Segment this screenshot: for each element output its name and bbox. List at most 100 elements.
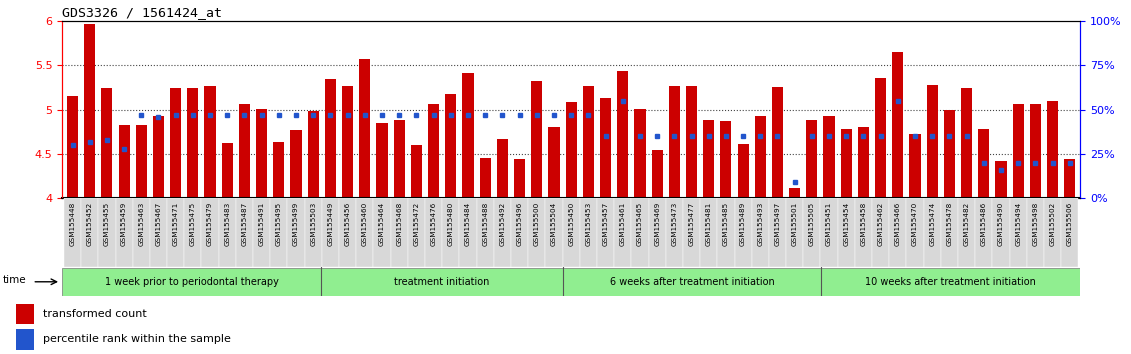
Bar (119, 125, 130, 198)
Text: GSM155455: GSM155455 (104, 202, 110, 246)
Text: GSM155482: GSM155482 (964, 202, 969, 246)
Bar (270, 198, 287, 267)
Text: GSM155450: GSM155450 (568, 202, 575, 246)
Bar (858, 127, 869, 198)
Bar (153, 116, 164, 198)
Bar (1044, 198, 1061, 267)
Bar (651, 150, 663, 198)
Bar (752, 198, 769, 267)
Bar (394, 120, 405, 198)
Text: GSM155504: GSM155504 (551, 202, 556, 246)
Bar (685, 86, 697, 198)
Bar (1047, 101, 1059, 198)
Bar (390, 198, 408, 267)
Bar (1010, 198, 1027, 267)
Bar (1012, 103, 1024, 198)
Bar (132, 198, 150, 267)
Bar (562, 268, 821, 296)
Text: GSM155502: GSM155502 (1050, 202, 1055, 246)
Text: GSM155500: GSM155500 (534, 202, 539, 246)
Text: GSM155458: GSM155458 (861, 202, 866, 246)
Bar (855, 198, 872, 267)
Text: GSM155478: GSM155478 (947, 202, 952, 246)
Text: GSM155496: GSM155496 (517, 202, 523, 246)
Text: time: time (3, 275, 27, 285)
Bar (167, 198, 184, 267)
Text: GSM155464: GSM155464 (379, 202, 385, 246)
Bar (325, 79, 336, 198)
Bar (236, 198, 253, 267)
Bar (170, 88, 181, 198)
Text: GSM155461: GSM155461 (620, 202, 625, 246)
Bar (806, 120, 818, 198)
Bar (115, 198, 132, 267)
Bar (668, 86, 680, 198)
Text: GSM155451: GSM155451 (826, 202, 832, 246)
Bar (84, 24, 95, 198)
Bar (64, 198, 81, 267)
Text: GSM155472: GSM155472 (414, 202, 420, 246)
Bar (136, 125, 147, 198)
Bar (513, 159, 525, 198)
Bar (599, 98, 611, 198)
Bar (218, 198, 236, 267)
Text: GSM155456: GSM155456 (345, 202, 351, 246)
Bar (342, 86, 353, 198)
Bar (700, 198, 717, 267)
Text: 1 week prior to periodontal therapy: 1 week prior to periodontal therapy (105, 277, 278, 287)
Bar (528, 198, 545, 267)
Bar (821, 268, 1080, 296)
Bar (892, 52, 904, 198)
Bar (356, 198, 373, 267)
Bar (222, 143, 233, 198)
Bar (889, 198, 906, 267)
Bar (717, 198, 734, 267)
Text: GSM155479: GSM155479 (207, 202, 213, 246)
Bar (62, 268, 321, 296)
Text: treatment initiation: treatment initiation (394, 277, 490, 287)
Bar (838, 198, 855, 267)
Text: GSM155470: GSM155470 (912, 202, 918, 246)
Text: GSM155448: GSM155448 (69, 202, 76, 246)
Bar (803, 198, 820, 267)
Bar (188, 88, 198, 198)
Bar (253, 198, 270, 267)
Bar (769, 198, 786, 267)
Bar (377, 123, 388, 198)
Bar (480, 159, 491, 198)
Bar (339, 198, 356, 267)
Bar (1061, 198, 1078, 267)
Text: GSM155488: GSM155488 (482, 202, 489, 246)
Text: GSM155468: GSM155468 (396, 202, 403, 246)
Bar (16, 329, 34, 350)
Text: GSM155457: GSM155457 (603, 202, 608, 246)
Bar (81, 198, 98, 267)
Bar (754, 116, 766, 198)
Bar (958, 198, 975, 267)
Bar (906, 198, 924, 267)
Bar (944, 110, 955, 198)
Text: GSM155489: GSM155489 (740, 202, 746, 246)
Bar (16, 304, 34, 324)
Bar (683, 198, 700, 267)
Bar (442, 198, 459, 267)
Bar (580, 198, 597, 267)
Text: GSM155459: GSM155459 (121, 202, 127, 246)
Bar (618, 71, 629, 198)
Bar (291, 130, 302, 198)
Text: GSM155476: GSM155476 (431, 202, 437, 246)
Bar (941, 198, 958, 267)
Text: GSM155480: GSM155480 (448, 202, 454, 246)
Text: GSM155498: GSM155498 (1033, 202, 1038, 246)
Bar (631, 198, 648, 267)
Text: GSM155501: GSM155501 (792, 202, 797, 246)
Bar (823, 116, 835, 198)
Bar (239, 104, 250, 198)
Text: GSM155460: GSM155460 (362, 202, 368, 246)
Bar (789, 188, 801, 198)
Text: GSM155463: GSM155463 (138, 202, 145, 246)
Bar (562, 198, 580, 267)
Bar (720, 121, 732, 198)
Text: GSM155492: GSM155492 (500, 202, 506, 246)
Bar (992, 198, 1010, 267)
